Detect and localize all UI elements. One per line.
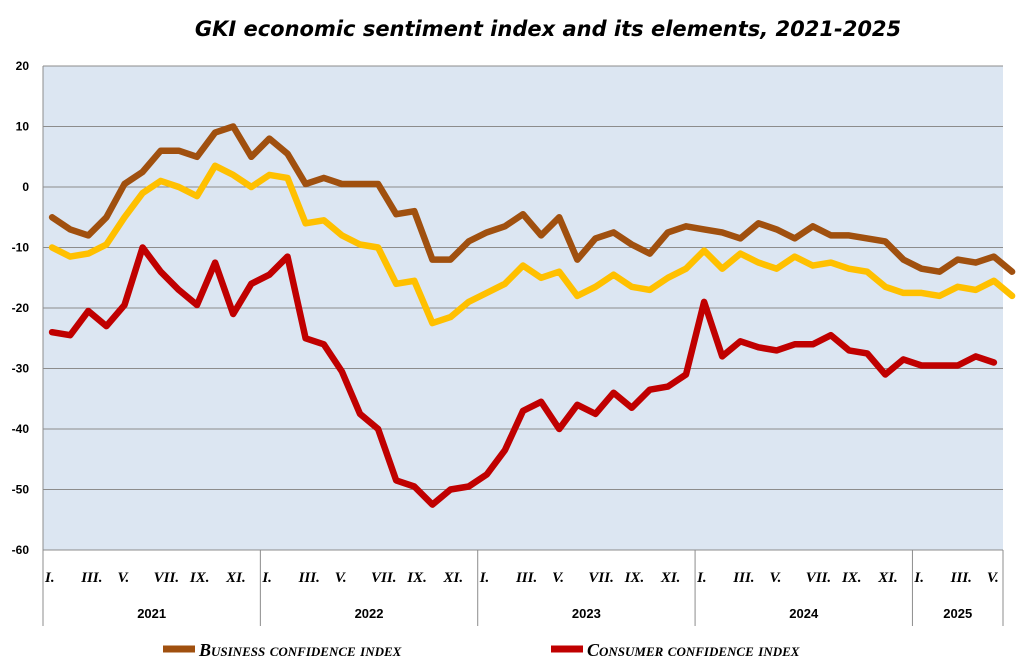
- month-tick-label: IX.: [189, 570, 210, 586]
- year-label: 2022: [355, 606, 384, 621]
- y-tick-label: -20: [12, 301, 30, 315]
- month-tick-label: III.: [950, 570, 972, 586]
- year-label: 2025: [943, 606, 972, 621]
- y-tick-label: 20: [16, 59, 30, 73]
- legend: Business confidence index Consumer confid…: [163, 640, 800, 660]
- series-lines: [48, 123, 1016, 508]
- month-tick-label: VII.: [588, 570, 613, 586]
- y-tick-label: -50: [12, 483, 30, 497]
- month-tick-label: XI.: [660, 570, 681, 586]
- month-tick-label: XI.: [225, 570, 246, 586]
- y-tick-label: -30: [12, 362, 30, 376]
- month-tick-label: I.: [913, 570, 924, 586]
- month-tick-label: V.: [770, 570, 782, 586]
- month-tick-label: III.: [732, 570, 754, 586]
- year-label: 2024: [789, 606, 819, 621]
- series-line-economic-sentiment-index: [48, 162, 1016, 327]
- legend-label: Business confidence index: [198, 640, 402, 660]
- y-tick-label: 10: [16, 120, 30, 134]
- month-tick-label: V.: [552, 570, 564, 586]
- y-axis: 20 10 0 -10 -20 -30 -40 -50 -60: [12, 59, 44, 557]
- month-tick-label: V.: [987, 570, 999, 586]
- series-line-business-confidence-index: [48, 123, 1016, 275]
- month-tick-label: IX.: [841, 570, 862, 586]
- month-tick-label: I.: [44, 570, 55, 586]
- year-label: 2023: [572, 606, 601, 621]
- month-tick-label: V.: [117, 570, 129, 586]
- month-tick-label: I.: [479, 570, 490, 586]
- month-tick-label: IX.: [624, 570, 645, 586]
- x-axis: I. III. V. VII. IX. XI. 2021 I. III. V. VII. IX. XI.…: [42, 549, 1004, 626]
- y-tick-label: 0: [22, 180, 29, 194]
- chart-title: GKI economic sentiment index and its ele…: [195, 17, 901, 41]
- month-tick-label: III.: [515, 570, 537, 586]
- year-label: 2021: [137, 606, 166, 621]
- month-tick-label: XI.: [442, 570, 463, 586]
- y-tick-label: -40: [12, 422, 30, 436]
- month-tick-label: VII.: [806, 570, 831, 586]
- y-tick-label: -10: [12, 241, 30, 255]
- month-tick-label: V.: [335, 570, 347, 586]
- legend-label: Consumer confidence index: [587, 640, 800, 660]
- month-tick-label: III.: [80, 570, 102, 586]
- month-tick-label: VII.: [154, 570, 179, 586]
- series-line-consumer-confidence-index: [48, 244, 998, 508]
- month-tick-label: I.: [696, 570, 707, 586]
- y-tick-label: -60: [12, 543, 30, 557]
- month-tick-label: I.: [261, 570, 272, 586]
- month-tick-label: XI.: [877, 570, 898, 586]
- month-tick-label: III.: [298, 570, 320, 586]
- month-tick-label: VII.: [371, 570, 396, 586]
- month-tick-label: IX.: [406, 570, 427, 586]
